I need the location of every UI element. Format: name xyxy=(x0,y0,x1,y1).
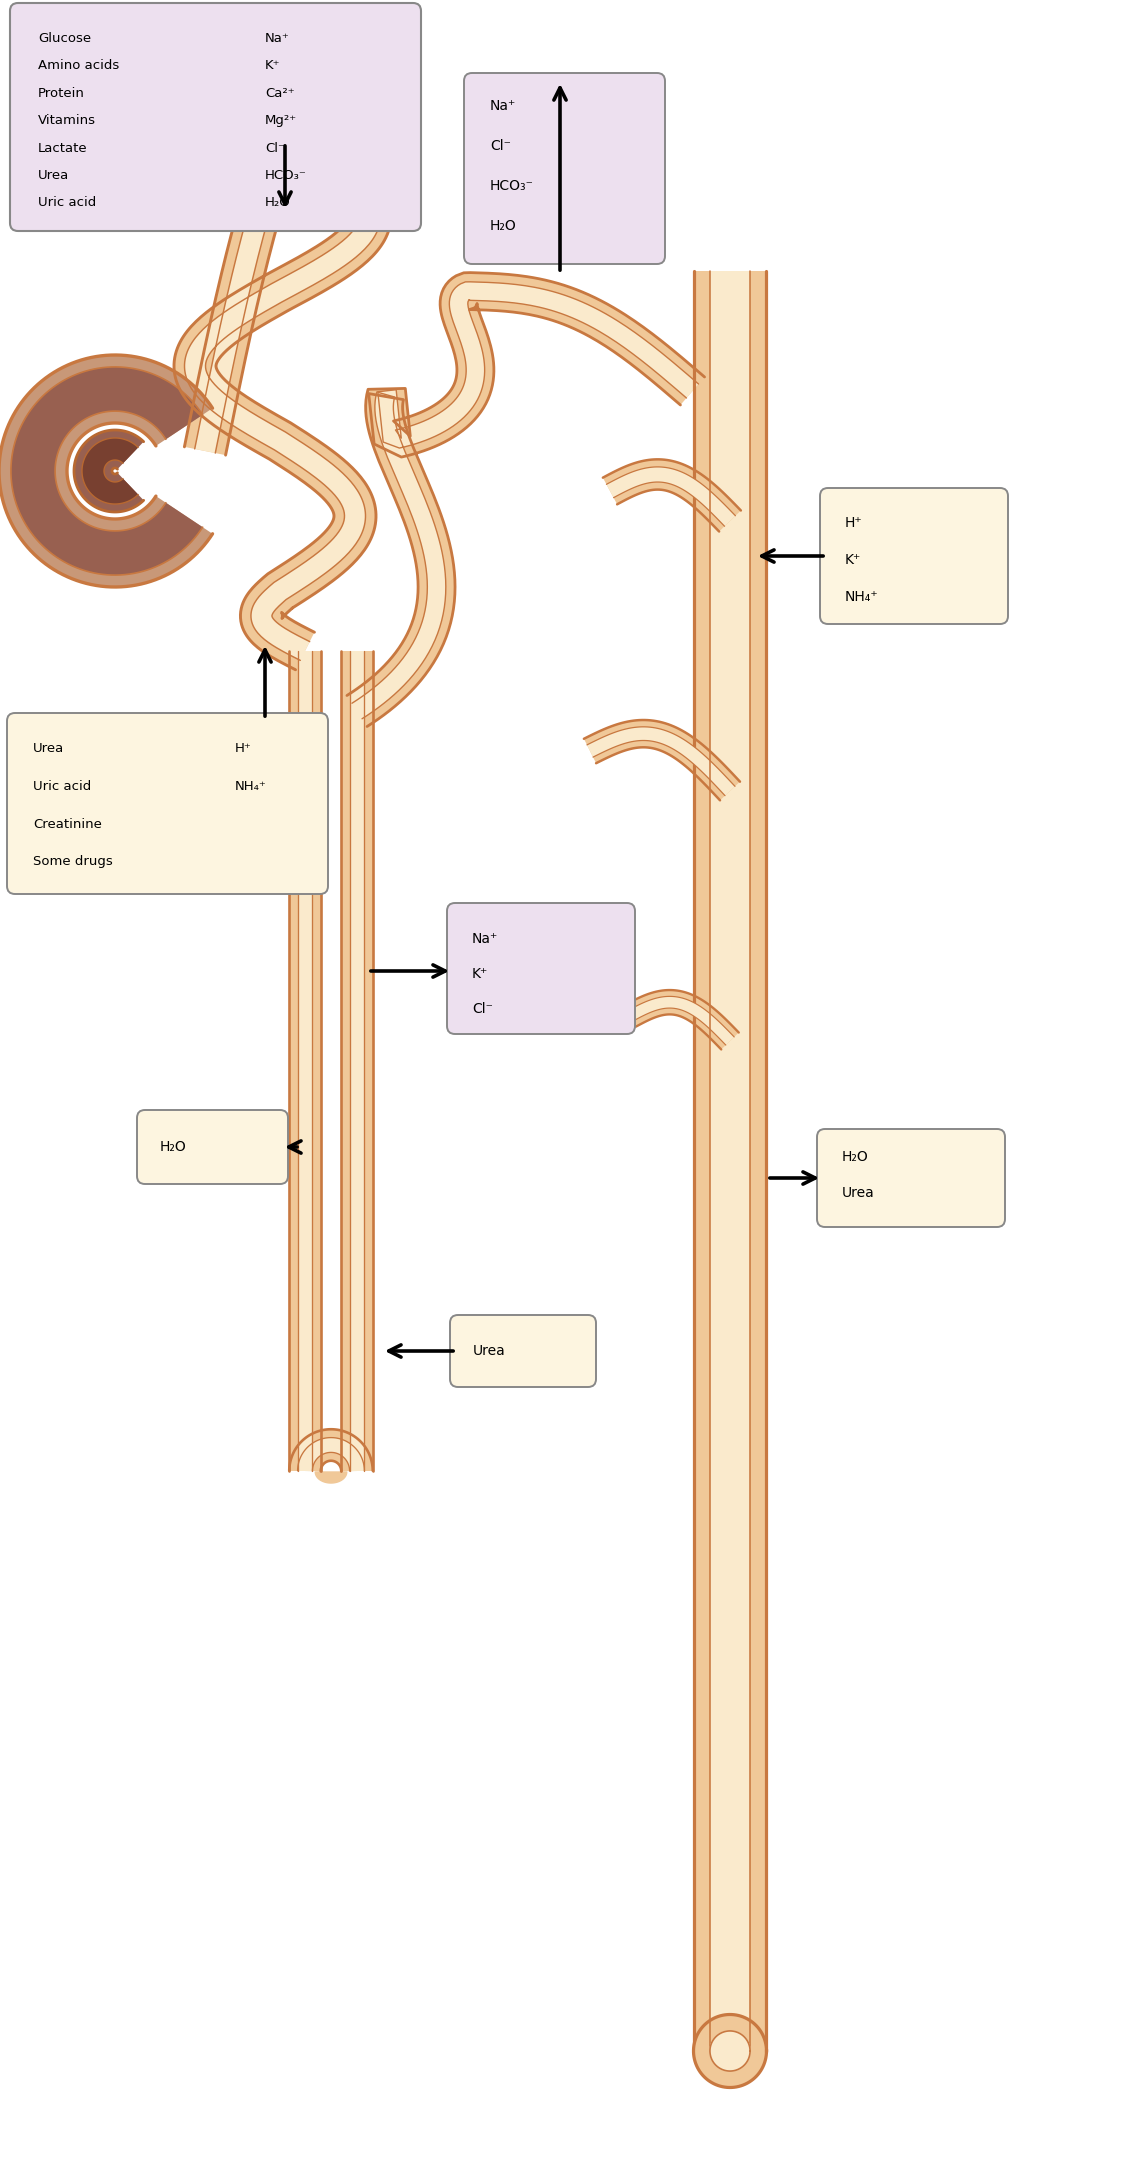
Text: K⁺: K⁺ xyxy=(846,554,861,567)
Text: Cl⁻: Cl⁻ xyxy=(472,1003,493,1016)
Text: H⁺: H⁺ xyxy=(236,742,251,756)
Text: HCO₃⁻: HCO₃⁻ xyxy=(490,178,534,193)
Polygon shape xyxy=(607,467,735,525)
FancyBboxPatch shape xyxy=(7,712,328,894)
Text: H₂O: H₂O xyxy=(265,198,290,208)
Text: NH₄⁺: NH₄⁺ xyxy=(846,591,879,604)
FancyBboxPatch shape xyxy=(450,1316,596,1387)
Polygon shape xyxy=(693,271,767,2052)
Polygon shape xyxy=(347,274,704,727)
Text: Urea: Urea xyxy=(33,742,64,756)
FancyBboxPatch shape xyxy=(137,1109,288,1183)
Text: H₂O: H₂O xyxy=(490,219,517,232)
Polygon shape xyxy=(710,2030,750,2071)
Text: Na⁺: Na⁺ xyxy=(265,33,290,43)
Polygon shape xyxy=(289,1429,373,1472)
Text: Urea: Urea xyxy=(473,1344,505,1359)
Text: H₂O: H₂O xyxy=(160,1140,187,1155)
Polygon shape xyxy=(74,430,143,512)
Polygon shape xyxy=(289,651,321,1472)
FancyBboxPatch shape xyxy=(464,74,665,265)
Text: Mg²⁺: Mg²⁺ xyxy=(265,115,297,126)
Text: Urea: Urea xyxy=(38,169,69,182)
Polygon shape xyxy=(349,651,364,1472)
Polygon shape xyxy=(11,367,203,575)
Text: Creatinine: Creatinine xyxy=(33,818,102,831)
Polygon shape xyxy=(627,996,734,1044)
FancyBboxPatch shape xyxy=(10,2,421,230)
Polygon shape xyxy=(352,282,699,719)
Text: Some drugs: Some drugs xyxy=(33,855,113,868)
Text: Na⁺: Na⁺ xyxy=(490,100,517,113)
Polygon shape xyxy=(298,651,313,1472)
Text: NH₄⁺: NH₄⁺ xyxy=(236,779,266,792)
Text: Urea: Urea xyxy=(842,1185,875,1201)
Text: Lactate: Lactate xyxy=(38,141,88,154)
Text: K⁺: K⁺ xyxy=(472,966,488,981)
Polygon shape xyxy=(710,271,750,2052)
Text: Uric acid: Uric acid xyxy=(38,198,97,208)
Text: Na⁺: Na⁺ xyxy=(472,931,498,947)
Text: Glucose: Glucose xyxy=(38,33,91,43)
Text: Protein: Protein xyxy=(38,87,85,100)
Polygon shape xyxy=(174,122,391,671)
Text: Vitamins: Vitamins xyxy=(38,115,96,126)
Text: K⁺: K⁺ xyxy=(265,59,280,72)
Text: Uric acid: Uric acid xyxy=(33,779,91,792)
FancyBboxPatch shape xyxy=(820,488,1008,623)
Text: Ca²⁺: Ca²⁺ xyxy=(265,87,295,100)
Polygon shape xyxy=(315,1472,347,1483)
Polygon shape xyxy=(587,727,735,795)
Polygon shape xyxy=(184,130,380,660)
Polygon shape xyxy=(82,439,138,504)
Text: Cl⁻: Cl⁻ xyxy=(265,141,284,154)
Polygon shape xyxy=(0,356,213,586)
Polygon shape xyxy=(584,721,740,801)
Text: H₂O: H₂O xyxy=(842,1151,868,1164)
Text: Amino acids: Amino acids xyxy=(38,59,119,72)
Polygon shape xyxy=(341,651,373,1472)
Polygon shape xyxy=(625,990,739,1049)
Polygon shape xyxy=(693,2015,767,2089)
Polygon shape xyxy=(603,460,741,532)
Polygon shape xyxy=(298,1437,364,1472)
Text: H⁺: H⁺ xyxy=(846,517,863,530)
Text: Cl⁻: Cl⁻ xyxy=(490,139,511,152)
Text: HCO₃⁻: HCO₃⁻ xyxy=(265,169,307,182)
FancyBboxPatch shape xyxy=(817,1129,1005,1227)
FancyBboxPatch shape xyxy=(447,903,635,1033)
